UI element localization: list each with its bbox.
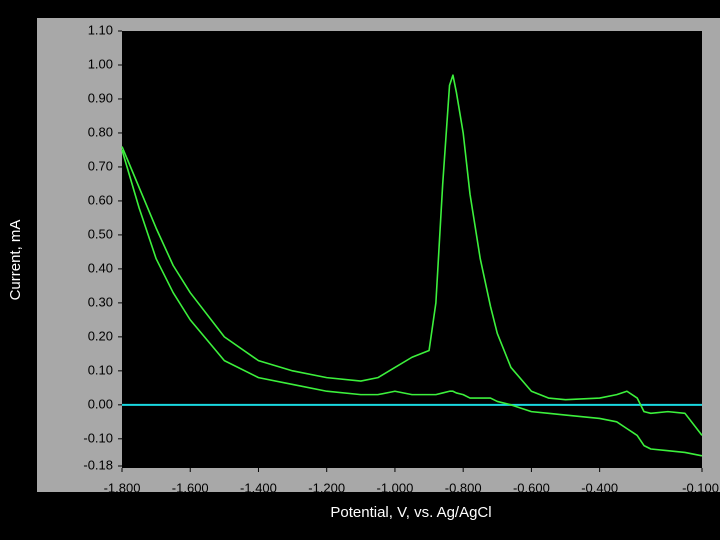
- x-tick-label: -1.400: [240, 480, 277, 495]
- x-tick-label: -0.800: [445, 480, 482, 495]
- y-tick-label: 0.40: [88, 260, 113, 275]
- x-tick-label: -0.600: [513, 480, 550, 495]
- y-tick-label: 0.60: [88, 192, 113, 207]
- plot-area: [122, 31, 702, 468]
- y-tick-label: 0.20: [88, 328, 113, 343]
- y-tick-label: -0.10: [83, 430, 113, 445]
- x-tick-label: -0.100: [682, 480, 719, 495]
- y-tick-label: -0.18: [83, 457, 113, 472]
- x-tick-label: -1.800: [104, 480, 141, 495]
- data-line: [121, 74, 703, 436]
- y-tick-label: 0.00: [88, 396, 113, 411]
- y-tick-label: 0.30: [88, 294, 113, 309]
- y-tick-label: 0.90: [88, 90, 113, 105]
- y-tick-label: 0.80: [88, 124, 113, 139]
- y-tick-label: 0.10: [88, 362, 113, 377]
- y-tick-label: 0.70: [88, 158, 113, 173]
- x-tick-label: -1.600: [172, 480, 209, 495]
- x-axis-title: Potential, V, vs. Ag/AgCl: [330, 504, 491, 521]
- y-axis-title: Current, mA: [7, 220, 24, 301]
- y-tick-label: 0.50: [88, 226, 113, 241]
- y-tick-label: 1.10: [88, 22, 113, 37]
- x-tick-label: -1.000: [377, 480, 414, 495]
- x-tick-label: -1.200: [308, 480, 345, 495]
- x-tick-label: -0.400: [581, 480, 618, 495]
- data-line: [121, 149, 703, 457]
- y-tick-label: 1.00: [88, 56, 113, 71]
